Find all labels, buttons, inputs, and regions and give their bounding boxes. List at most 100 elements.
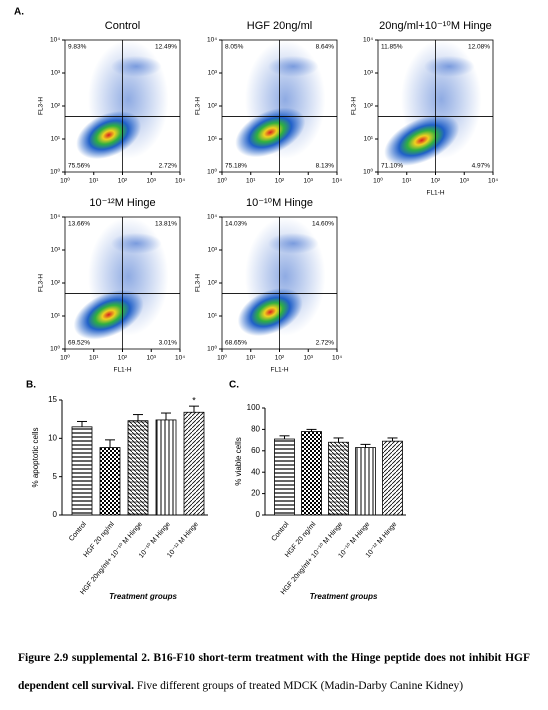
- y-tick-label: 10¹: [208, 136, 218, 143]
- y-axis-label: FL3-H: [195, 97, 202, 115]
- quadrant-percent: 8.05%: [225, 44, 244, 51]
- x-tick-label: 10²: [275, 178, 285, 185]
- y-axis-label: FL3-H: [351, 97, 358, 115]
- event-cloud: [237, 287, 303, 337]
- y-tick-label: 10⁴: [50, 214, 60, 221]
- quadrant-percent: 68.65%: [225, 340, 247, 347]
- quadrant-percent: 8.13%: [316, 163, 335, 170]
- plot-title: 10⁻¹²M Hinge: [89, 197, 155, 209]
- x-tick-label: 10¹: [89, 178, 99, 185]
- event-haze: [424, 55, 475, 77]
- y-tick-label: 10²: [364, 103, 374, 110]
- event-haze: [111, 232, 162, 254]
- y-tick-label: 15: [48, 395, 57, 404]
- x-tick-label: 10³: [147, 178, 157, 185]
- quadrant-percent: 75.18%: [225, 163, 247, 170]
- plot-title: 20ng/ml+10⁻¹⁰M Hinge: [379, 20, 492, 32]
- y-tick-label: 10¹: [208, 313, 218, 320]
- x-tick-label: 10³: [304, 178, 314, 185]
- y-tick-label: 10²: [51, 280, 61, 287]
- y-axis-label: % viable cells: [234, 437, 243, 485]
- y-tick-label: 10¹: [364, 136, 374, 143]
- x-tick-label: 10⁰: [60, 177, 70, 185]
- x-tick-label: 10¹: [246, 178, 256, 185]
- y-tick-label: 10³: [208, 247, 218, 254]
- quadrant-percent: 12.49%: [155, 44, 177, 51]
- y-axis-label: FL3-H: [38, 274, 45, 292]
- y-tick-label: 5: [53, 472, 58, 481]
- x-tick-label: 10³: [460, 178, 470, 185]
- x-tick-label: 10⁴: [332, 178, 342, 185]
- y-tick-label: 10²: [208, 280, 218, 287]
- x-axis-label: Treatment groups: [310, 592, 378, 601]
- y-tick-label: 20: [251, 489, 260, 498]
- caption: Figure 2.9 supplemental 2. B16-F10 short…: [18, 644, 530, 700]
- x-tick-label: 10²: [275, 355, 285, 362]
- annotation: *: [192, 396, 196, 406]
- caption-bold: Figure 2.9 supplemental 2. B16-F10 short…: [18, 652, 530, 692]
- x-tick-label: 10²: [431, 178, 441, 185]
- y-tick-label: 10⁴: [207, 214, 217, 221]
- bar: [99, 447, 121, 516]
- y-tick-label: 10⁴: [50, 37, 60, 44]
- x-tick-label: Control: [68, 521, 88, 543]
- bar: [183, 411, 205, 516]
- y-tick-label: 10¹: [51, 136, 61, 143]
- y-tick-label: 100: [247, 403, 261, 412]
- x-tick-label: 10⁴: [175, 355, 185, 362]
- quadrant-percent: 75.56%: [68, 163, 90, 170]
- x-tick-label: 10⁰: [217, 177, 227, 185]
- y-tick-label: 10³: [364, 70, 374, 77]
- y-axis-label: % apoptotic cells: [31, 427, 40, 487]
- event-cloud: [76, 110, 142, 160]
- event-haze: [268, 55, 319, 77]
- y-tick-label: 10³: [208, 70, 218, 77]
- x-axis-label: FL1-H: [426, 190, 444, 197]
- y-tick-label: 10²: [208, 103, 218, 110]
- quadrant-percent: 3.01%: [159, 340, 178, 347]
- bar: [127, 420, 149, 516]
- x-tick-label: 10²: [118, 178, 128, 185]
- quadrant-percent: 12.08%: [468, 44, 490, 51]
- y-tick-label: 40: [251, 467, 260, 476]
- bar: [355, 447, 376, 516]
- quadrant-percent: 4.97%: [472, 163, 491, 170]
- x-tick-label: 10²: [118, 355, 128, 362]
- quadrant-percent: 13.81%: [155, 221, 177, 228]
- x-tick-label: 10⁰: [217, 354, 227, 362]
- x-tick-label: 10⁰: [373, 177, 383, 185]
- bar: [274, 438, 295, 516]
- x-tick-label: 10¹: [246, 355, 256, 362]
- y-tick-label: 10²: [51, 103, 61, 110]
- quadrant-percent: 2.72%: [316, 340, 335, 347]
- y-tick-label: 10: [48, 433, 57, 442]
- y-axis-label: FL3-H: [195, 274, 202, 292]
- quadrant-percent: 9.83%: [68, 44, 87, 51]
- x-tick-label: 10¹: [89, 355, 99, 362]
- quadrant-percent: 69.52%: [68, 340, 90, 347]
- plot-title: Control: [105, 20, 140, 32]
- y-tick-label: 10⁰: [50, 345, 60, 353]
- bar: [301, 431, 322, 516]
- panel-label: C.: [229, 380, 239, 391]
- y-tick-label: 60: [251, 446, 260, 455]
- x-axis-label: FL1-H: [113, 367, 131, 374]
- bar: [71, 426, 93, 516]
- x-tick-label: Control: [271, 521, 291, 543]
- event-cloud: [73, 289, 144, 340]
- y-tick-label: 10¹: [51, 313, 61, 320]
- quadrant-percent: 13.66%: [68, 221, 90, 228]
- x-tick-label: 10⁴: [488, 178, 498, 185]
- quadrant-percent: 2.72%: [159, 163, 178, 170]
- y-tick-label: 80: [251, 425, 260, 434]
- y-tick-label: 10⁰: [363, 168, 373, 176]
- y-tick-label: 0: [53, 510, 58, 519]
- bar: [328, 441, 349, 516]
- x-tick-label: 10⁴: [175, 178, 185, 185]
- x-tick-label: 10⁴: [332, 355, 342, 362]
- y-tick-label: 10³: [51, 70, 61, 77]
- bar: [382, 440, 403, 516]
- y-tick-label: 10³: [51, 247, 61, 254]
